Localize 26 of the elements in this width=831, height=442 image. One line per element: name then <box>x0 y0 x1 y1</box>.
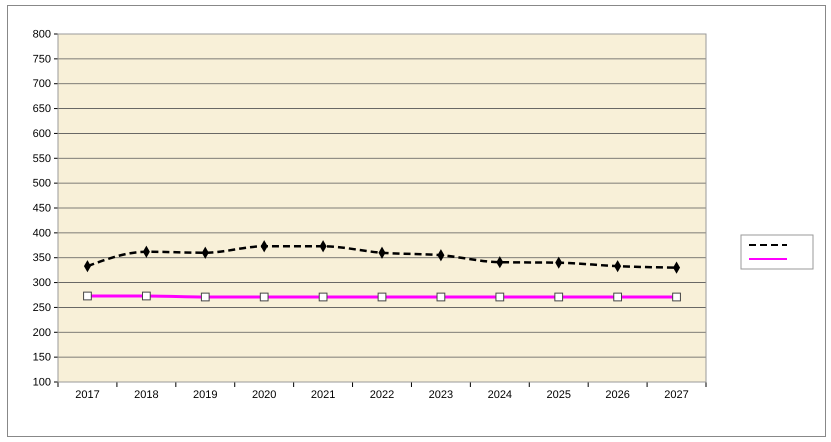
y-tick-label: 250 <box>32 302 51 314</box>
x-tick-label: 2021 <box>310 388 336 401</box>
y-tick-label: 200 <box>32 326 51 339</box>
y-tick-label: 650 <box>32 103 51 116</box>
y-tick-label: 150 <box>32 352 51 364</box>
x-tick-label: 2019 <box>193 388 218 401</box>
y-tick-label: 450 <box>32 202 51 215</box>
x-tick-label: 2023 <box>428 388 454 401</box>
x-tick-label: 2027 <box>664 388 689 401</box>
x-tick-label: 2026 <box>605 388 630 401</box>
y-tick-label: 550 <box>32 152 51 165</box>
x-tick-label: 2020 <box>252 388 276 401</box>
x-tick-label: 2022 <box>370 388 394 401</box>
y-tick-label: 300 <box>32 277 51 290</box>
y-tick-label: 400 <box>32 227 51 240</box>
y-tick-label: 800 <box>32 28 51 41</box>
y-tick-label: 750 <box>32 53 51 66</box>
y-tick-label: 100 <box>32 376 51 389</box>
y-tick-label: 350 <box>32 252 51 264</box>
y-tick-label: 700 <box>32 78 51 90</box>
y-tick-label: 600 <box>32 128 51 140</box>
x-tick-label: 2025 <box>546 388 571 401</box>
y-tick-label: 500 <box>32 178 51 190</box>
x-tick-label: 2024 <box>488 388 512 401</box>
x-tick-label: 2017 <box>75 388 100 401</box>
x-tick-label: 2018 <box>134 388 159 401</box>
